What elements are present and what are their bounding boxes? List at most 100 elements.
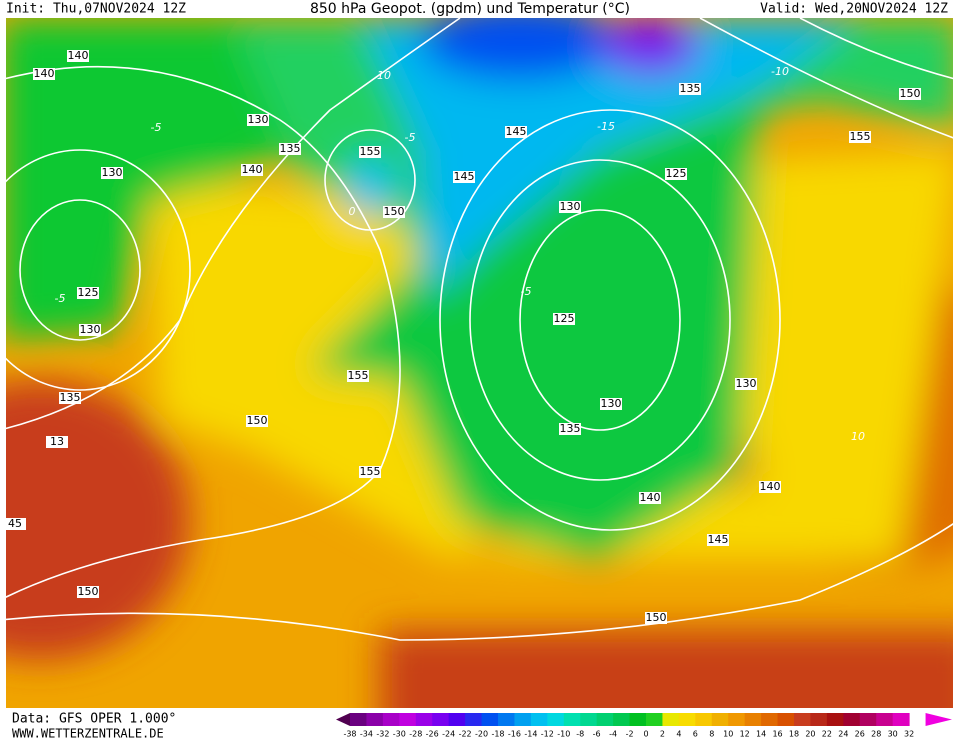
colorbar-label: -2: [626, 730, 634, 739]
colorbar-swatch: [876, 713, 894, 726]
colorbar-label: -32: [376, 730, 389, 739]
colorbar-label: -18: [491, 730, 504, 739]
geopotential-label: 150: [247, 414, 268, 427]
geopotential-label: 140: [640, 491, 661, 504]
colorbar-swatch: [629, 713, 647, 726]
colorbar: -38 -34 -32 -30 -28 -26 -24 -22 -20 -18 -16 -14 -12-…: [336, 713, 952, 739]
contour-label-box: [59, 392, 81, 404]
colorbar-swatch: [530, 713, 548, 726]
temperature-label: 10: [851, 430, 865, 443]
colorbar-label: -38: [343, 730, 356, 739]
contour-label-box: [735, 378, 757, 390]
temperature-label: -10: [771, 65, 789, 78]
contour-label-box: [359, 146, 381, 158]
colorbar-swatch: [350, 713, 367, 726]
colorbar-swatch: [892, 713, 910, 726]
geopotential-label: 140: [242, 163, 263, 176]
geopotential-label: 155: [360, 145, 381, 158]
contour-label-box: [849, 131, 871, 143]
contour-label-box: [101, 167, 123, 179]
colorbar-swatch: [514, 713, 532, 726]
colorbar-label: 12: [740, 730, 750, 739]
contour-label-box: [4, 518, 26, 530]
colorbar-swatch: [810, 713, 828, 726]
contour-label-box: [279, 143, 301, 155]
contour-label-box: [559, 201, 581, 213]
contour-label-box: [639, 492, 661, 504]
geopotential-label: 135: [60, 391, 81, 404]
init-time: Init: Thu,07NOV2024 12Z: [6, 2, 186, 17]
geopotential-label: 145: [708, 533, 729, 546]
geopotential-label: 145: [506, 125, 527, 138]
colorbar-label: 6: [693, 730, 698, 739]
colorbar-label: -34: [360, 730, 373, 739]
contour-label-box: [46, 436, 68, 448]
temperature-label: 10: [377, 69, 391, 82]
colorbar-label: -10: [557, 730, 570, 739]
geopotential-label: 135: [680, 82, 701, 95]
colorbar-swatch: [695, 713, 713, 726]
contour-label-box: [246, 415, 268, 427]
contour-label-box: [359, 466, 381, 478]
contour-label-box: [759, 481, 781, 493]
contour-label-box: [600, 398, 622, 410]
colorbar-swatch: [761, 713, 779, 726]
geopotential-label: 125: [554, 312, 575, 325]
temperature-label: -5: [405, 131, 416, 144]
colorbar-label: -12: [541, 730, 554, 739]
geopotential-label: 150: [900, 87, 921, 100]
contour-label-box: [553, 313, 575, 325]
geopotential-label: 13: [50, 435, 64, 448]
contour-label-box: [899, 88, 921, 100]
contour-label-box: [383, 206, 405, 218]
colorbar-swatch: [859, 713, 877, 726]
geopotential-label: 150: [646, 611, 667, 624]
colorbar-swatch: [563, 713, 581, 726]
geopotential-label: 150: [384, 205, 405, 218]
geopotential-label: 125: [78, 286, 99, 299]
temperature-label: -5: [55, 292, 66, 305]
colorbar-swatch: [728, 713, 746, 726]
colorbar-swatch: [465, 713, 483, 726]
colorbar-swatch: [826, 713, 844, 726]
colorbar-swatch: [711, 713, 729, 726]
contour-label-box: [645, 612, 667, 624]
geopotential-label: 45: [8, 517, 22, 530]
contour-label-box: [707, 534, 729, 546]
colorbar-label: 20: [805, 730, 815, 739]
colorbar-swatch: [843, 713, 861, 726]
colorbar-swatch: [481, 713, 499, 726]
colorbar-label: -8: [576, 730, 584, 739]
colorbar-swatch: [777, 713, 795, 726]
contour-label-box: [679, 83, 701, 95]
geopotential-label: 135: [280, 142, 301, 155]
colorbar-label: 2: [660, 730, 665, 739]
geopotential-label: 130: [80, 323, 101, 336]
colorbar-swatch: [448, 713, 466, 726]
colorbar-label: 22: [822, 730, 832, 739]
contour-label-box: [77, 586, 99, 598]
colorbar-swatch: [547, 713, 565, 726]
colorbar-label: -22: [459, 730, 472, 739]
colorbar-label: -24: [442, 730, 455, 739]
colorbar-label: 8: [709, 730, 714, 739]
colorbar-label: 24: [838, 730, 848, 739]
contour-label-box: [347, 370, 369, 382]
colorbar-swatch: [415, 713, 433, 726]
colorbar-label: -4: [609, 730, 617, 739]
contour-label-box: [79, 324, 101, 336]
colorbar-swatch: [662, 713, 680, 726]
colorbar-label: -14: [524, 730, 537, 739]
geopotential-label: 130: [248, 113, 269, 126]
colorbar-swatch: [613, 713, 631, 726]
colorbar-arrow: [336, 713, 350, 726]
contour-label-box: [559, 423, 581, 435]
colorbar-swatch: [794, 713, 811, 726]
colorbar-label: 10: [723, 730, 733, 739]
colorbar-label: -20: [475, 730, 488, 739]
geopotential-label: 140: [760, 480, 781, 493]
geopotential-label: 155: [360, 465, 381, 478]
geopotential-label: 140: [68, 49, 89, 62]
colorbar-label: 32: [904, 730, 914, 739]
